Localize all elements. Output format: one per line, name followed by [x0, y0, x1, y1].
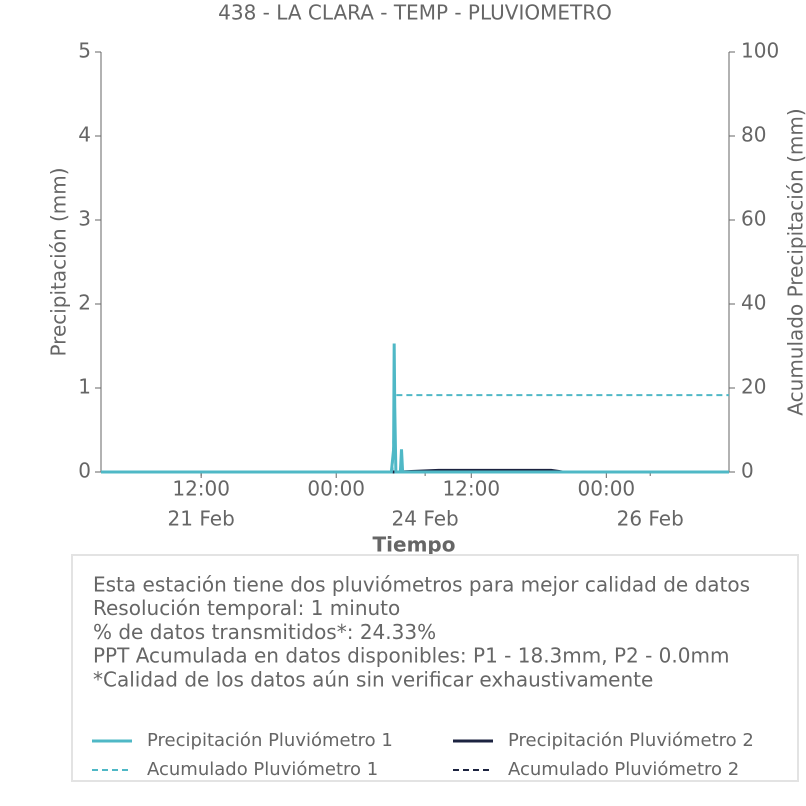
legend-box [71, 554, 799, 782]
x-tick-label: 12:00 [172, 477, 230, 501]
note: Esta estación tiene dos pluviómetros par… [93, 573, 750, 597]
x-tick-label: 00:00 [578, 477, 636, 501]
legend-label: Precipitación Pluviómetro 2 [508, 730, 754, 751]
legend-label: Acumulado Pluviómetro 1 [147, 759, 378, 780]
x-date-label: 26 Feb [617, 507, 684, 531]
y2-tick-label: 20 [741, 375, 766, 399]
chart-title: 438 - LA CLARA - TEMP - PLUVIOMETRO [218, 1, 612, 25]
y-axis-label: Precipitación (mm) [47, 167, 71, 356]
legend-label: Acumulado Pluviómetro 2 [508, 759, 739, 780]
legend-label: Precipitación Pluviómetro 1 [147, 730, 393, 751]
note: *Calidad de los datos aún sin verificar … [93, 667, 653, 691]
y2-tick-label: 0 [741, 459, 754, 483]
y2-tick-label: 100 [741, 39, 779, 63]
y2-tick-label: 40 [741, 291, 766, 315]
y-tick-label: 2 [78, 291, 91, 315]
y2-tick-label: 80 [741, 123, 766, 147]
note: % de datos transmitidos*: 24.33% [93, 620, 436, 644]
note: PPT Acumulada en datos disponibles: P1 -… [93, 644, 729, 668]
y-tick-label: 5 [78, 39, 91, 63]
y-tick-label: 1 [78, 375, 91, 399]
x-date-label: 24 Feb [392, 507, 459, 531]
y2-tick-label: 60 [741, 207, 766, 231]
note: Resolución temporal: 1 minuto [93, 596, 400, 620]
y-tick-label: 4 [78, 123, 91, 147]
y-tick-label: 3 [78, 207, 91, 231]
precip-line [101, 343, 729, 474]
y-tick-label: 0 [78, 459, 91, 483]
cumulative-line [101, 394, 729, 473]
x-tick-label: 12:00 [442, 477, 500, 501]
y2-axis-label: Acumulado Precipitación (mm) [784, 108, 806, 415]
x-date-label: 21 Feb [168, 507, 235, 531]
x-tick-label: 00:00 [307, 477, 365, 501]
x-axis-label: Tiempo [373, 533, 456, 557]
